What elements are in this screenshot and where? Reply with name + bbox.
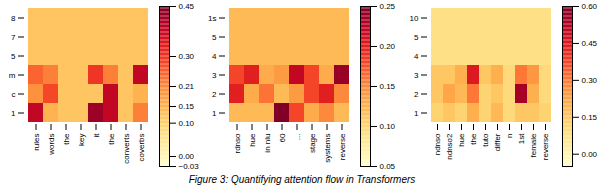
svg-text:2: 2 xyxy=(213,90,218,99)
svg-text:stage: stage xyxy=(308,133,317,153)
svg-text:ndnso2: ndnso2 xyxy=(445,133,454,160)
svg-text:1: 1 xyxy=(11,109,16,118)
svg-text:5: 5 xyxy=(11,52,16,61)
svg-text:1s: 1s xyxy=(209,14,217,23)
svg-text:converts: converts xyxy=(122,134,131,164)
svg-text:0.15: 0.15 xyxy=(179,102,195,111)
html-text:Figure 3: Quantifying attentio: Figure 3: Quantifying attention flow in … xyxy=(188,174,416,185)
svg-text:the: the xyxy=(469,133,478,145)
svg-text:1: 1 xyxy=(213,109,218,118)
svg-text:0.10: 0.10 xyxy=(380,122,396,131)
svg-text:7: 7 xyxy=(11,33,16,42)
svg-text:0.15: 0.15 xyxy=(380,82,396,91)
svg-text:0.21: 0.21 xyxy=(179,82,195,91)
svg-text:c: c xyxy=(12,90,16,99)
svg-text:systems: systems xyxy=(323,134,332,163)
svg-text:it: it xyxy=(92,133,101,138)
svg-text:3: 3 xyxy=(213,71,218,80)
svg-text:ndnso: ndnso xyxy=(433,133,442,155)
svg-text:0.45: 0.45 xyxy=(581,39,597,48)
svg-text:0.30: 0.30 xyxy=(179,52,195,61)
svg-text:words: words xyxy=(47,134,56,156)
svg-text:rules: rules xyxy=(32,134,41,151)
svg-text:m: m xyxy=(9,71,16,80)
svg-text:10: 10 xyxy=(409,14,418,23)
svg-text:in nlu: in nlu xyxy=(263,134,272,153)
svg-text:hue: hue xyxy=(248,133,257,147)
svg-text:the: the xyxy=(107,133,116,145)
svg-text:hue: hue xyxy=(457,133,466,147)
svg-text:1st: 1st xyxy=(517,133,526,144)
svg-text:0.45: 0.45 xyxy=(179,2,195,11)
svg-text:0.15: 0.15 xyxy=(581,113,597,122)
svg-text:0.00: 0.00 xyxy=(581,150,597,159)
svg-text:rdnso: rdnso xyxy=(233,133,242,154)
svg-text:the: the xyxy=(62,133,71,145)
svg-text:0.25: 0.25 xyxy=(380,2,396,11)
svg-text:5: 5 xyxy=(414,33,419,42)
svg-text:3: 3 xyxy=(414,71,419,80)
svg-text:8: 8 xyxy=(11,14,16,23)
svg-text:4: 4 xyxy=(414,52,419,61)
svg-text:5: 5 xyxy=(213,33,218,42)
svg-text:tuto: tuto xyxy=(481,133,490,147)
svg-text:0.05: 0.05 xyxy=(380,162,396,171)
svg-text:reverse: reverse xyxy=(338,133,347,160)
svg-text:4: 4 xyxy=(213,52,218,61)
svg-text:0.00: 0.00 xyxy=(179,152,195,161)
svg-text:differ: differ xyxy=(493,133,502,151)
svg-text:0.20: 0.20 xyxy=(380,42,396,51)
svg-text:1: 1 xyxy=(414,109,419,118)
svg-text:0.30: 0.30 xyxy=(581,76,597,85)
svg-text:key: key xyxy=(77,134,86,146)
svg-text:−0.03: −0.03 xyxy=(179,162,200,171)
svg-text:female: female xyxy=(529,133,538,158)
svg-text:n: n xyxy=(505,134,514,138)
svg-text:0.60: 0.60 xyxy=(581,2,597,11)
svg-text:60: 60 xyxy=(278,133,287,142)
svg-text:...: ... xyxy=(293,134,302,141)
svg-text:reverse: reverse xyxy=(541,133,550,160)
svg-text:0.10: 0.10 xyxy=(179,119,195,128)
svg-text:2: 2 xyxy=(414,90,419,99)
svg-text:coverbs: coverbs xyxy=(137,134,146,162)
